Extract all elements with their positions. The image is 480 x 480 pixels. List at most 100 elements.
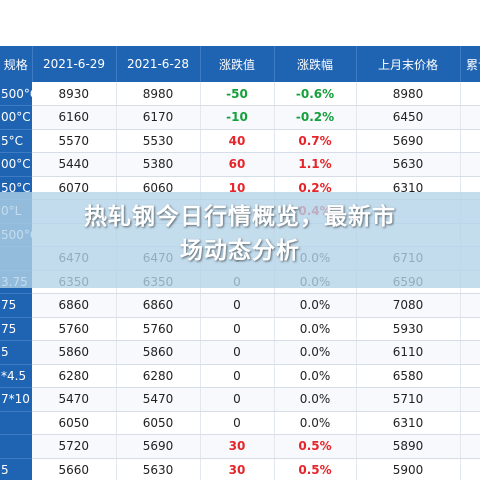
cell-change: -10 [200,105,275,130]
table-row: 500°C89308980-50-0.6%8980 [0,82,480,106]
cell-last-month-price: 7080 [356,293,461,318]
cell-change: 0 [200,293,275,318]
cell-change: 0 [200,387,275,412]
cell-spec: 00°C [0,105,32,130]
cell-price-0629: 6050 [32,411,117,435]
cell-last-month-price: 8980 [356,82,461,106]
cell-change-pct: 0.5% [274,458,357,480]
cell-price-0629: 6280 [32,364,117,388]
table-row: 75 5760 5760 0 0.0% 5930 [0,317,480,341]
table-row: 5 5860 5860 0 0.0% 6110 [0,340,480,365]
cell-change-pct: -0.2% [274,105,357,130]
cell-change-pct: 0.0% [274,317,357,341]
cell-last-month-price: 6110 [356,340,461,365]
header-change: 涨跌值 [200,46,275,82]
cell-cumulative [460,364,480,388]
cell-price-0629: 5570 [32,129,117,153]
headline-line-2: 场动态分析 [180,238,300,264]
cell-cumulative [460,129,480,153]
cell-price-0629: 5720 [32,434,117,459]
cell-change-pct: -0.6% [274,82,357,106]
cell-price-0629: 5660 [32,458,117,480]
cell-change: 0 [200,411,275,435]
table-row: 5 5660 5630 30 0.5% 5900 [0,458,480,480]
table-row: 5°C 5570 5530 40 0.7% 5690 [0,129,480,153]
cell-spec [0,411,32,435]
cell-spec: 7*10 [0,387,32,412]
cell-price-0628: 5860 [116,340,201,365]
header-cumulative: 累计涨跌 [460,46,480,82]
cell-price-0629: 5760 [32,317,117,341]
table-header-row: 规格 2021-6-29 2021-6-28 涨跌值 涨跌幅 上月末价格 累计涨… [0,46,480,82]
cell-price-0628: 5630 [116,458,201,480]
cell-change-pct: 0.0% [274,387,357,412]
table-row: 00°C 6160 6170 -10 -0.2% 6450 [0,105,480,130]
cell-change-pct: 1.1% [274,152,357,177]
cell-price-0629: 5860 [32,340,117,365]
cell-price-0628: 5380 [116,152,201,177]
cell-last-month-price: 5630 [356,152,461,177]
cell-spec: 5°C [0,129,32,153]
table-row: 7*10 5470 5470 0 0.0% 5710 [0,387,480,412]
cell-change: 40 [200,129,275,153]
cell-last-month-price: 6310 [356,411,461,435]
cell-spec: 5 [0,458,32,480]
cell-price-0629: 6160 [32,105,117,130]
cell-change: -50 [200,82,275,106]
cell-change: 0 [200,317,275,341]
cell-spec: 75 [0,317,32,341]
headline-title: 热轧钢今日行情概览，最新市 场动态分析 [0,200,480,268]
cell-price-0628: 8980 [116,82,201,106]
cell-change-pct: 0.0% [274,411,357,435]
header-date-0629: 2021-6-29 [32,46,117,82]
cell-spec [0,434,32,459]
cell-price-0628: 5470 [116,387,201,412]
cell-cumulative [460,105,480,130]
cell-price-0629: 5470 [32,387,117,412]
cell-change-pct: 0.5% [274,434,357,459]
cell-spec: *4.5 [0,364,32,388]
table-row: *4.5 6280 6280 0 0.0% 6580 [0,364,480,388]
cell-last-month-price: 6580 [356,364,461,388]
cell-price-0629: 8930 [32,82,117,106]
cell-last-month-price: 5890 [356,434,461,459]
cell-cumulative [460,82,480,106]
cell-change: 0 [200,340,275,365]
cell-change: 0 [200,364,275,388]
cell-cumulative [460,152,480,177]
cell-cumulative [460,293,480,318]
header-spec: 规格 [0,46,33,82]
table-row: 75 6860 6860 0 0.0% 7080 [0,293,480,318]
cell-change-pct: 0.0% [274,293,357,318]
cell-price-0629: 5440 [32,152,117,177]
cell-cumulative [460,458,480,480]
cell-spec: 75 [0,293,32,318]
cell-cumulative [460,317,480,341]
cell-last-month-price: 6450 [356,105,461,130]
header-last-month-price: 上月末价格 [356,46,461,82]
headline-banner [0,192,480,288]
cell-price-0628: 6170 [116,105,201,130]
cell-price-0628: 5690 [116,434,201,459]
cell-change-pct: 0.0% [274,364,357,388]
cell-last-month-price: 5900 [356,458,461,480]
cell-cumulative [460,434,480,459]
header-date-0628: 2021-6-28 [116,46,201,82]
header-change-pct: 涨跌幅 [274,46,357,82]
cell-price-0628: 6860 [116,293,201,318]
cell-change: 60 [200,152,275,177]
cell-cumulative [460,411,480,435]
table-row: 5720 5690 30 0.5% 5890 [0,434,480,459]
cell-price-0628: 5760 [116,317,201,341]
table-row: 00°C 5440 5380 60 1.1% 5630 [0,152,480,177]
cell-price-0628: 5530 [116,129,201,153]
cell-spec: 00°C [0,152,32,177]
headline-line-1: 热轧钢今日行情概览，最新市 [84,204,396,230]
cell-price-0628: 6050 [116,411,201,435]
cell-spec: 500°C [0,82,32,106]
cell-price-0629: 6860 [32,293,117,318]
cell-last-month-price: 5690 [356,129,461,153]
cell-last-month-price: 5930 [356,317,461,341]
cell-last-month-price: 5710 [356,387,461,412]
